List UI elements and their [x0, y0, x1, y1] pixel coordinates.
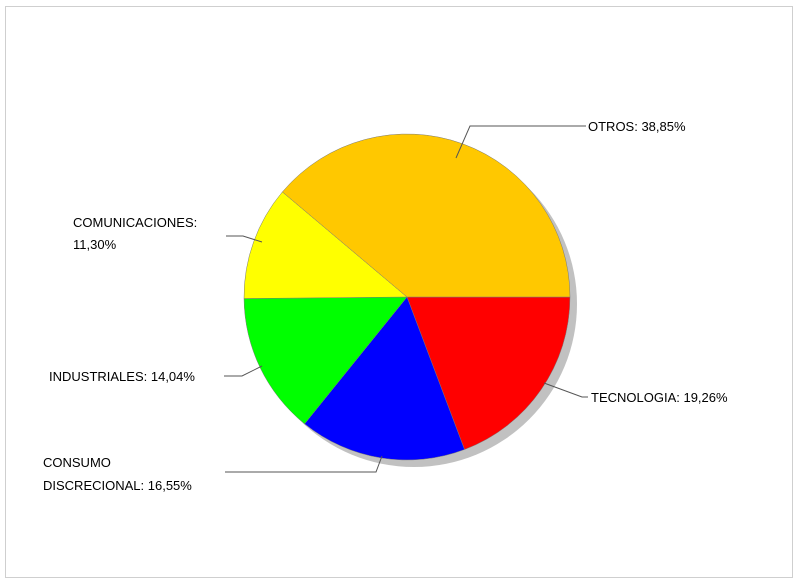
- leader-line-tecnologia: [543, 382, 588, 398]
- label-otros: OTROS: 38,85%: [588, 119, 686, 134]
- leader-line-otros: [455, 125, 586, 159]
- pie-slice-tecnologia: [406, 296, 571, 450]
- leader-line-comunicaciones: [226, 235, 263, 243]
- label-consumo-line1: CONSUMO: [43, 455, 111, 470]
- pie-slice-industriales: [243, 296, 408, 425]
- label-comunicaciones-line1: COMUNICACIONES:: [73, 215, 197, 230]
- label-tecnologia: TECNOLOGIA: 19,26%: [591, 390, 728, 405]
- label-consumo-line2: DISCRECIONAL: 16,55%: [43, 478, 192, 493]
- pie-slice-comunicaciones: [243, 191, 408, 299]
- label-industriales: INDUSTRIALES: 14,04%: [49, 369, 195, 384]
- leader-line-consumo: [225, 455, 383, 473]
- label-comunicaciones-line2: 11,30%: [73, 237, 117, 252]
- pie-slices: [243, 133, 571, 461]
- leader-line-industriales: [224, 365, 263, 377]
- pie-slice-otros: [282, 133, 571, 298]
